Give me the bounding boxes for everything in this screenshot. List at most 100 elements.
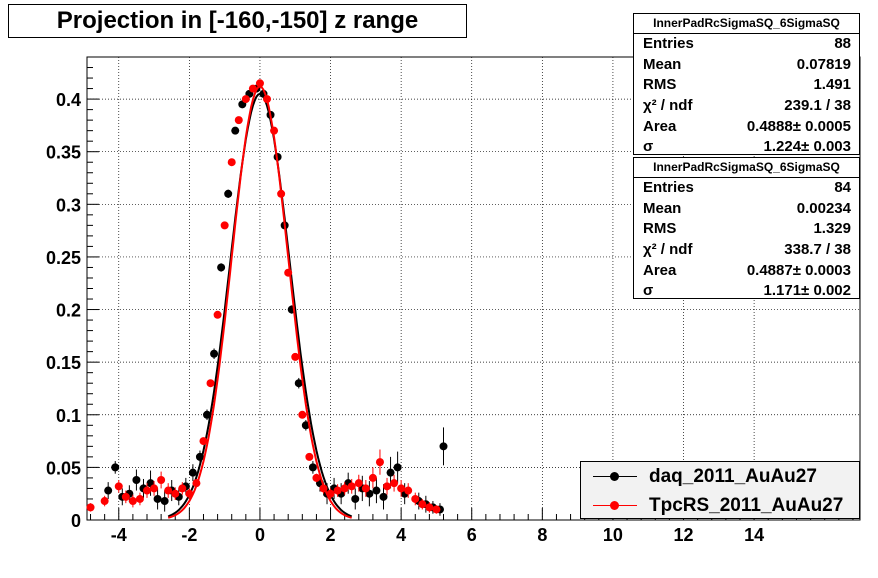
stats-value: 0.00234 [796, 199, 851, 217]
point-daq [188, 468, 197, 477]
point-tpcrs [121, 492, 130, 501]
point-tpcrs [404, 486, 413, 495]
x-tick-label: -2 [181, 525, 197, 545]
point-daq [386, 468, 395, 477]
stats-row-entries: Entries 84 [634, 178, 859, 199]
point-daq [224, 189, 233, 198]
point-tpcrs [432, 505, 441, 514]
point-tpcrs [150, 484, 159, 493]
point-tpcrs [397, 484, 406, 493]
point-daq [153, 494, 162, 503]
point-tpcrs [284, 268, 293, 277]
point-daq [111, 463, 120, 472]
point-tpcrs [128, 497, 137, 506]
stats-value: 88 [834, 35, 851, 52]
point-tpcrs [220, 221, 229, 230]
x-tick-label: 10 [603, 525, 623, 545]
y-tick-label: 0.4 [56, 90, 81, 110]
stats-box-tpcrs: InnerPadRcSigmaSQ_6SigmaSQ Entries 84 Mea… [633, 157, 860, 299]
point-daq [195, 452, 204, 461]
point-tpcrs [255, 79, 264, 88]
stats-label: Entries [643, 35, 694, 52]
point-daq [210, 349, 219, 358]
point-daq [294, 379, 303, 388]
stats-value: 1.329 [813, 220, 851, 238]
point-tpcrs [347, 482, 356, 491]
stats-label: RMS [643, 76, 677, 94]
stats-label: Entries [643, 179, 694, 196]
point-tpcrs [143, 486, 152, 495]
point-tpcrs [319, 484, 328, 493]
point-tpcrs [383, 482, 392, 491]
point-tpcrs [164, 486, 173, 495]
point-daq [439, 442, 448, 451]
x-tick-label: 8 [537, 525, 547, 545]
stats-header: InnerPadRcSigmaSQ_6SigmaSQ [634, 158, 859, 178]
plot-title: Projection in [-160,-150] z range [8, 4, 467, 38]
point-tpcrs [100, 497, 109, 506]
point-daq [351, 494, 360, 503]
stats-header: InnerPadRcSigmaSQ_6SigmaSQ [634, 14, 859, 34]
stats-value: 1.491 [813, 76, 851, 94]
stats-row-entries: Entries 88 [634, 34, 859, 55]
stats-label: χ² / ndf [643, 97, 693, 115]
y-tick-label: 0.35 [46, 143, 81, 163]
legend-label: TpcRS_2011_AuAu27 [649, 495, 844, 516]
point-tpcrs [248, 84, 257, 93]
y-tick-label: 0.25 [46, 248, 81, 268]
point-tpcrs [298, 410, 307, 419]
stats-value: 0.07819 [796, 55, 851, 73]
point-tpcrs [135, 494, 144, 503]
point-tpcrs [199, 437, 208, 446]
point-tpcrs [354, 479, 363, 488]
stats-label: σ [643, 282, 654, 300]
point-tpcrs [178, 484, 187, 493]
y-tick-label: 0.3 [56, 195, 81, 215]
point-tpcrs [263, 95, 272, 104]
stats-row-mean: Mean 0.00234 [634, 199, 859, 220]
y-tick-label: 0.15 [46, 353, 81, 373]
point-daq [104, 486, 113, 495]
stats-label: Area [643, 117, 677, 135]
stats-row-sigma: σ 1.171± 0.002 [634, 281, 859, 302]
point-tpcrs [234, 116, 243, 125]
point-daq [372, 486, 381, 495]
point-daq [132, 476, 141, 485]
point-daq [231, 126, 240, 135]
stats-label: Area [643, 261, 677, 279]
stats-row-mean: Mean 0.07819 [634, 55, 859, 76]
x-tick-label: 2 [326, 525, 336, 545]
legend-label: daq_2011_AuAu27 [649, 466, 817, 487]
point-tpcrs [114, 482, 123, 491]
legend-marker [610, 472, 619, 481]
point-tpcrs [157, 476, 166, 485]
legend: daq_2011_AuAu27 TpcRS_2011_AuAu27 [580, 461, 860, 519]
point-tpcrs [192, 479, 201, 488]
stats-value: 84 [834, 179, 851, 196]
legend-entry-tpcrs: TpcRS_2011_AuAu27 [581, 493, 859, 520]
stats-row-chi2: χ² / ndf 338.7 / 38 [634, 240, 859, 261]
legend-entry-daq: daq_2011_AuAu27 [581, 464, 859, 491]
point-tpcrs [206, 379, 215, 388]
y-tick-label: 0.1 [56, 406, 81, 426]
point-daq [217, 263, 226, 272]
point-daq [160, 497, 169, 506]
stats-row-area: Area 0.4887± 0.0003 [634, 261, 859, 282]
x-tick-label: 12 [674, 525, 694, 545]
point-tpcrs [312, 473, 321, 482]
point-tpcrs [277, 189, 286, 198]
stats-row-area: Area 0.4888± 0.0005 [634, 117, 859, 138]
point-tpcrs [326, 489, 335, 498]
point-tpcrs [418, 500, 427, 509]
x-tick-label: 4 [396, 525, 406, 545]
point-tpcrs [305, 452, 314, 461]
stats-row-rms: RMS 1.491 [634, 75, 859, 96]
stats-row-sigma: σ 1.224± 0.003 [634, 137, 859, 158]
x-tick-label: 6 [467, 525, 477, 545]
point-tpcrs [340, 484, 349, 493]
point-tpcrs [375, 458, 384, 467]
stats-label: σ [643, 138, 654, 156]
stats-label: Mean [643, 199, 682, 217]
x-tick-label: 0 [255, 525, 265, 545]
stats-box-daq: InnerPadRcSigmaSQ_6SigmaSQ Entries 88 Mea… [633, 13, 860, 155]
